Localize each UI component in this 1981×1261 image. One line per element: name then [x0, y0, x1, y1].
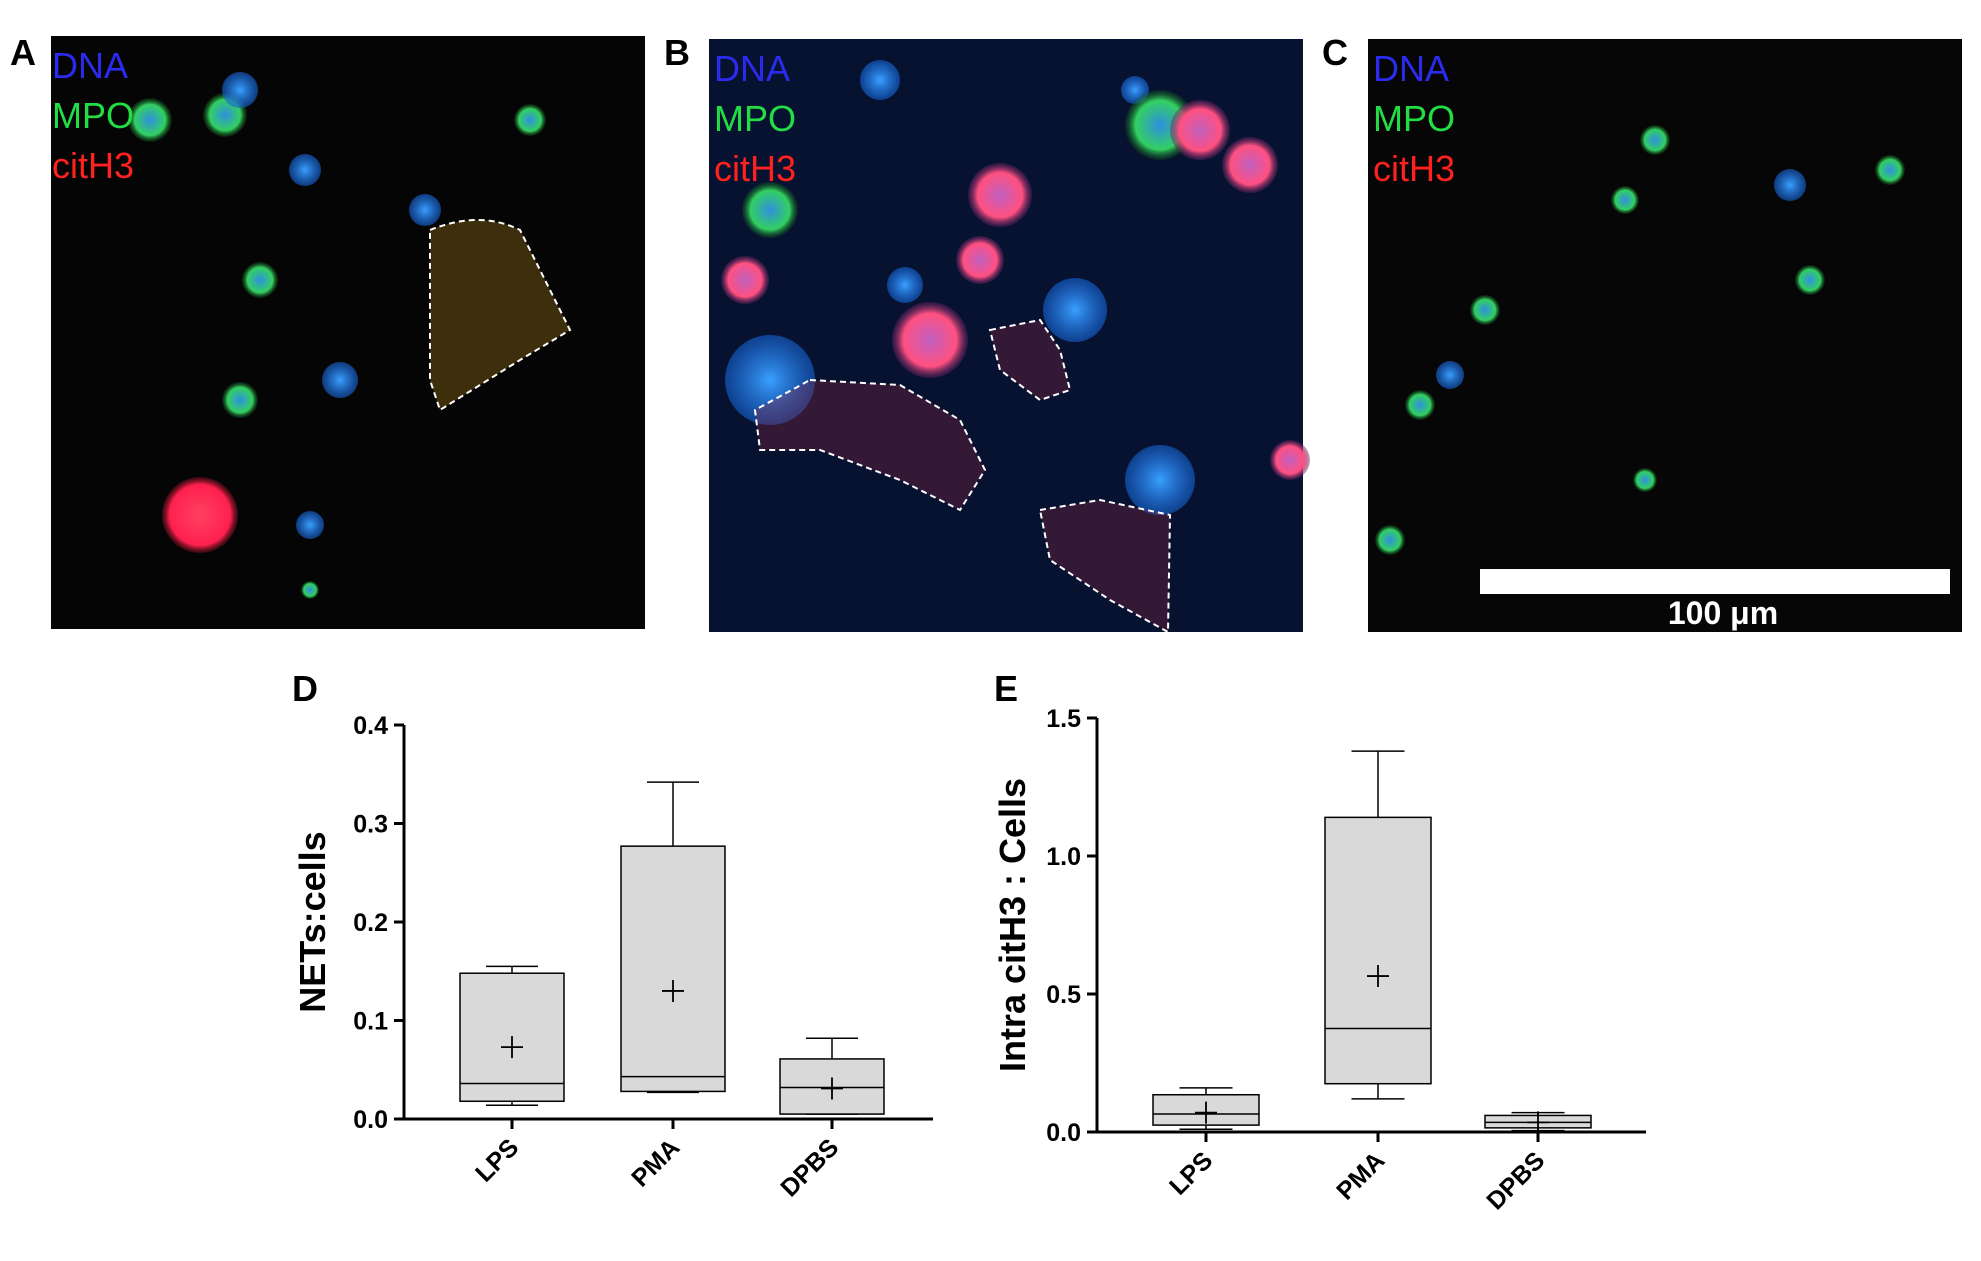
cell [956, 236, 1004, 284]
net-outline [753, 378, 987, 512]
net-outline [429, 219, 572, 412]
cell [1795, 265, 1825, 295]
panel-label: A [10, 32, 36, 73]
stain-legend: DNA [52, 45, 128, 86]
cell [322, 362, 358, 398]
cell [1640, 125, 1670, 155]
cell [1436, 361, 1464, 389]
y-tick-label: 0.3 [353, 811, 388, 839]
cell [222, 72, 258, 108]
cell [222, 382, 258, 418]
panel-label: E [994, 668, 1018, 709]
x-tick-label: LPS [470, 1133, 524, 1187]
x-tick-label: PMA [1331, 1146, 1390, 1205]
scale-bar [1480, 569, 1950, 594]
cell [1375, 525, 1405, 555]
stain-legend: citH3 [52, 145, 134, 186]
cell [725, 335, 815, 425]
stain-legend: DNA [714, 48, 790, 89]
cell [1470, 295, 1500, 325]
y-tick-label: 1.0 [1046, 843, 1081, 871]
cell [1611, 186, 1639, 214]
box [620, 845, 726, 1093]
cell [1875, 155, 1905, 185]
mean-marker [501, 1036, 523, 1059]
x-tick-label: DPBS [1481, 1146, 1550, 1215]
stain-legend: MPO [714, 98, 796, 139]
cell [892, 302, 968, 378]
y-axis-label: NETs:cells [292, 831, 333, 1012]
cell [860, 60, 900, 100]
cell [742, 182, 798, 238]
mean-marker [1367, 965, 1389, 988]
y-tick-label: 0.1 [353, 1008, 388, 1036]
net-outline [988, 318, 1072, 402]
stain-legend: MPO [1373, 98, 1455, 139]
cell [1170, 100, 1230, 160]
cell [162, 477, 238, 553]
y-axis-label: Intra citH3 : Cells [992, 778, 1033, 1072]
scale-bar-label: 100 μm [1668, 595, 1778, 631]
cell [1405, 390, 1435, 420]
cell [409, 194, 441, 226]
stain-legend: citH3 [1373, 148, 1455, 189]
panel-label: B [664, 32, 690, 73]
mean-marker [1527, 1111, 1549, 1134]
mean-marker [821, 1077, 843, 1100]
cell [289, 154, 321, 186]
cell [887, 267, 923, 303]
micrograph-panel [1368, 39, 1962, 632]
box [1324, 816, 1432, 1085]
panel-label: C [1322, 32, 1348, 73]
cell [514, 104, 546, 136]
cell [296, 511, 324, 539]
cell [1222, 137, 1278, 193]
cell [1774, 169, 1806, 201]
stain-legend: citH3 [714, 148, 796, 189]
x-tick-label: PMA [626, 1133, 685, 1192]
y-tick-label: 0.5 [1046, 981, 1081, 1009]
cell [1043, 278, 1107, 342]
panel-label: D [292, 668, 318, 709]
y-tick-label: 0.0 [353, 1106, 388, 1134]
cell [721, 256, 769, 304]
x-tick-label: LPS [1164, 1146, 1218, 1200]
stain-legend: MPO [52, 95, 134, 136]
micrograph-panel [51, 36, 645, 629]
mean-marker [1195, 1101, 1217, 1124]
box-plot: D 0.0 0.1 0.2 0.3 0.4 NETs:cells LPS PMA DPBS [292, 668, 933, 1202]
cell [1125, 445, 1195, 515]
micrograph [1368, 39, 1962, 632]
y-tick-label: 0.2 [353, 909, 388, 937]
net-outline [1038, 498, 1172, 634]
y-tick-label: 1.5 [1046, 705, 1081, 733]
stain-legend: DNA [1373, 48, 1449, 89]
cell [301, 581, 319, 599]
cell [242, 262, 278, 298]
y-tick-label: 0.4 [353, 712, 388, 740]
y-tick-label: 0.0 [1046, 1119, 1081, 1147]
cell [1633, 468, 1657, 492]
micrograph-panel [222, 39, 1310, 634]
x-tick-label: DPBS [775, 1133, 844, 1202]
cell [128, 98, 172, 142]
cell [1270, 440, 1310, 480]
mean-marker [662, 979, 684, 1002]
cell [968, 163, 1032, 227]
box-plot: E 0.0 0.5 1.0 1.5 Intra citH3 : Cells LPS PMA DP… [992, 668, 1646, 1215]
